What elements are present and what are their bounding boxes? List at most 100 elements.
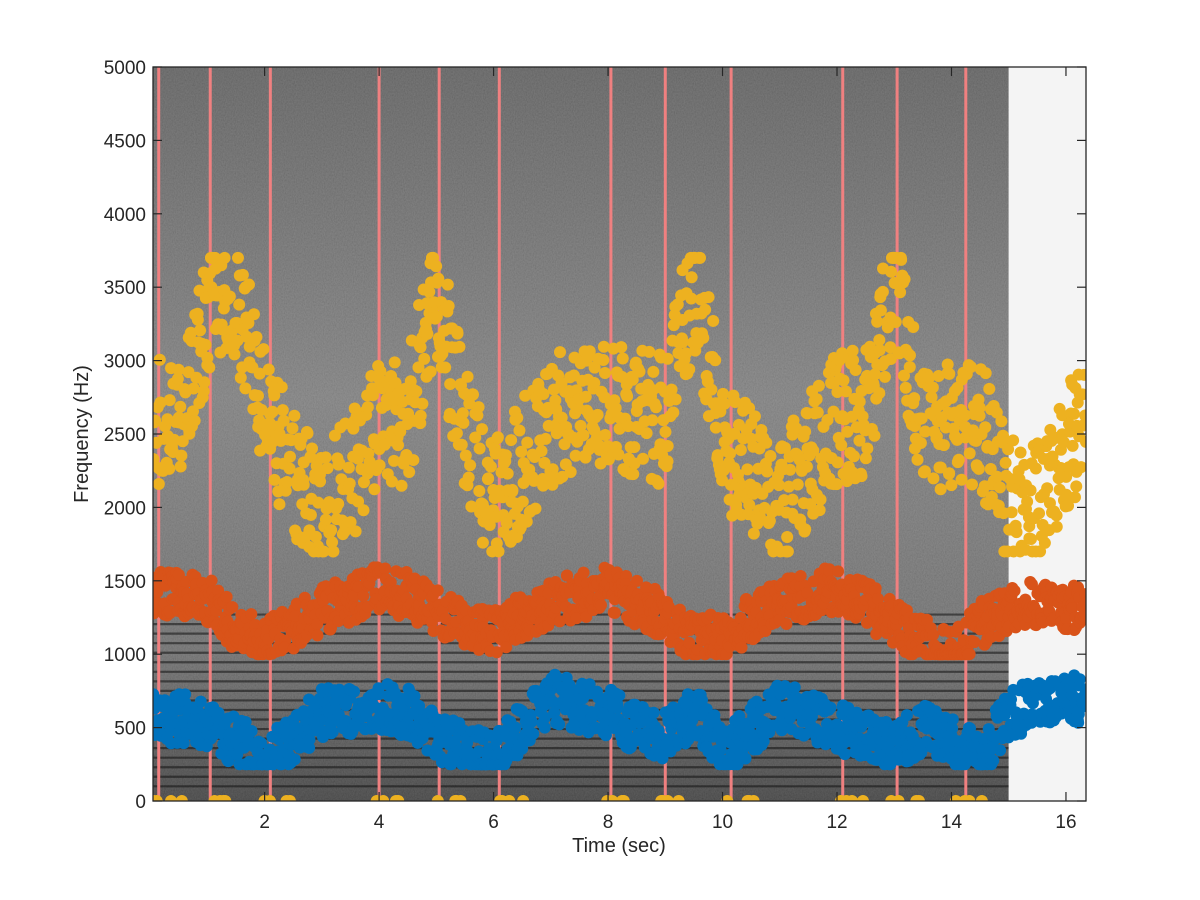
data-point xyxy=(268,473,281,486)
data-point xyxy=(223,290,236,303)
data-point xyxy=(832,565,845,578)
data-point xyxy=(462,471,475,484)
data-point xyxy=(945,479,958,492)
data-point xyxy=(918,465,931,478)
y-tick-label: 2500 xyxy=(104,425,146,446)
y-tick-label: 500 xyxy=(114,719,146,740)
data-point xyxy=(1070,480,1083,493)
data-point xyxy=(964,360,977,373)
data-point xyxy=(979,421,992,434)
data-point xyxy=(171,372,184,385)
data-point xyxy=(286,422,299,435)
data-point xyxy=(249,619,262,632)
data-point xyxy=(849,364,862,377)
data-point xyxy=(231,251,244,264)
data-point xyxy=(199,338,212,351)
data-point xyxy=(349,525,362,538)
data-point xyxy=(594,599,607,612)
data-point xyxy=(432,272,445,285)
data-point xyxy=(529,502,542,515)
data-point xyxy=(959,409,972,422)
data-point xyxy=(218,251,231,264)
data-point xyxy=(484,460,497,473)
data-point xyxy=(599,429,612,442)
data-point xyxy=(1066,439,1079,452)
data-point xyxy=(212,584,225,597)
data-point xyxy=(301,427,314,440)
data-point xyxy=(760,436,773,449)
data-point xyxy=(1021,495,1034,508)
data-point xyxy=(304,508,317,521)
data-point xyxy=(661,352,674,365)
data-point xyxy=(873,334,886,347)
data-point xyxy=(810,393,823,406)
data-point xyxy=(805,710,818,723)
data-point xyxy=(154,396,167,409)
data-point xyxy=(671,298,684,311)
data-point xyxy=(837,374,850,387)
zero-frequency-points xyxy=(153,795,988,801)
data-point xyxy=(577,429,590,442)
data-point xyxy=(319,513,332,526)
data-point xyxy=(538,711,551,724)
data-point xyxy=(784,709,797,722)
data-point xyxy=(505,434,518,447)
data-point xyxy=(835,439,848,452)
data-point xyxy=(188,414,201,427)
data-point xyxy=(521,436,534,449)
data-point xyxy=(461,370,474,383)
data-point xyxy=(538,721,551,734)
data-point xyxy=(444,378,457,391)
data-point xyxy=(943,467,956,480)
data-point xyxy=(679,347,692,360)
data-point xyxy=(919,425,932,438)
data-point xyxy=(551,671,564,684)
data-point xyxy=(823,565,836,578)
formant-series-2 xyxy=(153,561,1086,661)
data-point xyxy=(955,473,968,486)
data-point xyxy=(1005,693,1018,706)
data-point xyxy=(153,414,162,427)
data-point xyxy=(987,754,1000,767)
data-point xyxy=(626,373,639,386)
data-point xyxy=(599,729,612,742)
data-point xyxy=(197,385,210,398)
data-point xyxy=(659,425,672,438)
data-point xyxy=(794,569,807,582)
data-point xyxy=(326,725,339,738)
data-point xyxy=(516,495,529,508)
data-point xyxy=(239,716,252,729)
data-point xyxy=(709,421,722,434)
data-point xyxy=(894,286,907,299)
data-point xyxy=(612,448,625,461)
data-point xyxy=(421,327,434,340)
data-point xyxy=(389,795,402,801)
data-point xyxy=(555,411,568,424)
data-point xyxy=(1067,407,1080,420)
data-point xyxy=(1073,673,1086,686)
data-point xyxy=(683,363,696,376)
data-point xyxy=(991,470,1004,483)
data-point xyxy=(537,387,550,400)
data-point xyxy=(172,363,185,376)
data-point xyxy=(616,352,629,365)
data-point xyxy=(465,500,478,513)
data-point xyxy=(597,340,610,353)
data-point xyxy=(764,449,777,462)
data-point xyxy=(973,401,986,414)
data-point xyxy=(163,462,176,475)
data-point xyxy=(834,795,847,801)
data-point xyxy=(1066,602,1079,615)
data-point xyxy=(874,304,887,317)
data-point xyxy=(499,455,512,468)
data-point xyxy=(247,308,260,321)
x-tick-label: 12 xyxy=(826,812,847,833)
data-point xyxy=(841,425,854,438)
data-point xyxy=(972,462,985,475)
data-point xyxy=(786,493,799,506)
data-point xyxy=(993,481,1006,494)
data-point xyxy=(889,315,902,328)
data-point xyxy=(266,405,279,418)
data-point xyxy=(922,371,935,384)
y-tick-label: 1000 xyxy=(104,645,146,666)
